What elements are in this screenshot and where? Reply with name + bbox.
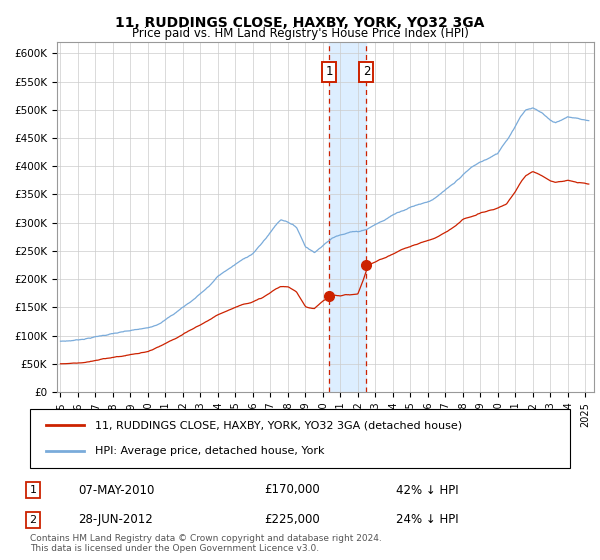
Text: 11, RUDDINGS CLOSE, HAXBY, YORK, YO32 3GA (detached house): 11, RUDDINGS CLOSE, HAXBY, YORK, YO32 3G…: [95, 420, 462, 430]
Bar: [329, 42, 367, 392]
Text: HPI: Average price, detached house, York: HPI: Average price, detached house, York: [95, 446, 325, 456]
Text: £170,000: £170,000: [264, 483, 320, 497]
Text: 2: 2: [29, 515, 37, 525]
Text: Contains HM Land Registry data © Crown copyright and database right 2024.
This d: Contains HM Land Registry data © Crown c…: [30, 534, 382, 553]
Text: £225,000: £225,000: [264, 513, 320, 526]
Text: 1: 1: [29, 485, 37, 495]
FancyBboxPatch shape: [30, 409, 570, 468]
Text: Price paid vs. HM Land Registry's House Price Index (HPI): Price paid vs. HM Land Registry's House …: [131, 27, 469, 40]
Text: 1: 1: [326, 66, 333, 78]
Text: 24% ↓ HPI: 24% ↓ HPI: [396, 513, 458, 526]
Text: 2: 2: [362, 66, 370, 78]
Text: 28-JUN-2012: 28-JUN-2012: [78, 513, 153, 526]
Text: 11, RUDDINGS CLOSE, HAXBY, YORK, YO32 3GA: 11, RUDDINGS CLOSE, HAXBY, YORK, YO32 3G…: [115, 16, 485, 30]
Text: 42% ↓ HPI: 42% ↓ HPI: [396, 483, 458, 497]
Text: 07-MAY-2010: 07-MAY-2010: [78, 483, 154, 497]
